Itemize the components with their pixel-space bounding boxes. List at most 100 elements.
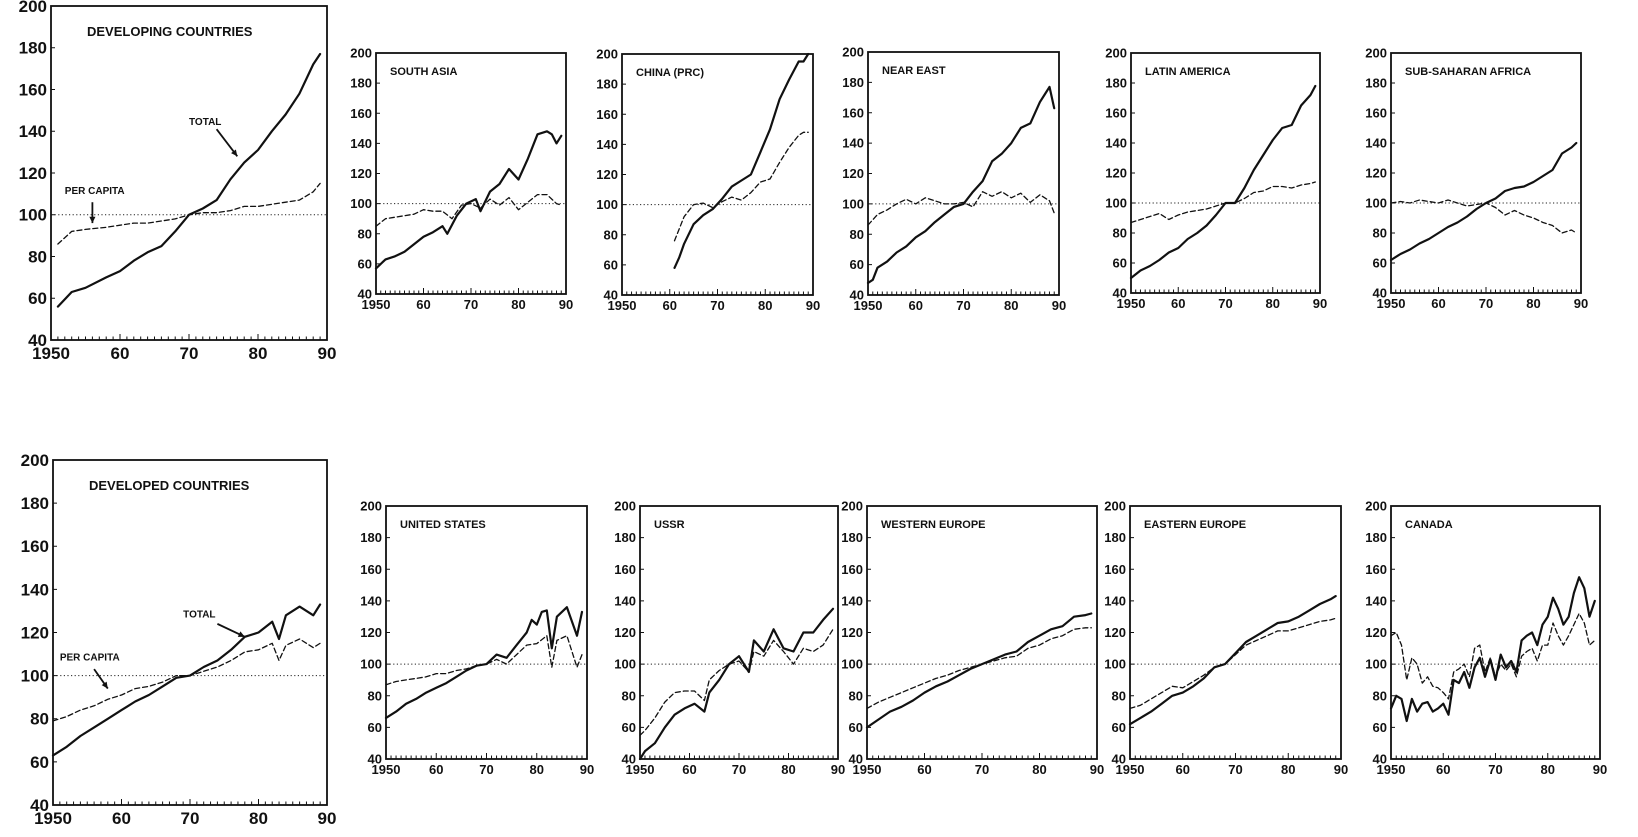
x-tick-label: 60 bbox=[909, 298, 923, 313]
y-tick-label: 180 bbox=[19, 39, 47, 58]
x-tick-label: 80 bbox=[530, 762, 544, 777]
y-tick-label: 140 bbox=[841, 593, 863, 608]
y-tick-label: 80 bbox=[1373, 688, 1387, 703]
x-tick-label: 80 bbox=[1281, 762, 1295, 777]
x-tick-label: 90 bbox=[806, 298, 820, 313]
series-per-capita-line bbox=[385, 635, 583, 686]
panel-title: NEAR EAST bbox=[882, 65, 946, 77]
y-tick-label: 200 bbox=[21, 451, 49, 470]
series-total-line bbox=[374, 130, 563, 270]
annotation-per-capita: PER CAPITA bbox=[60, 653, 120, 664]
panel-10: 40 60 80 100 120 140 160 180 200 1950 60 70 80 90 WEST… bbox=[841, 499, 1104, 777]
series-total-line bbox=[56, 52, 322, 308]
series-total-line bbox=[384, 606, 584, 720]
series-per-capita-line bbox=[866, 627, 1092, 710]
y-tick-label: 100 bbox=[21, 667, 49, 686]
y-tick-label: 200 bbox=[614, 499, 636, 514]
y-tick-label: 40 bbox=[368, 752, 382, 767]
panel-title: SOUTH ASIA bbox=[390, 66, 457, 78]
y-tick-label: 140 bbox=[596, 137, 618, 152]
plot-frame bbox=[375, 52, 567, 295]
y-tick-label: 160 bbox=[614, 562, 636, 577]
x-tick-label: 80 bbox=[249, 809, 268, 828]
x-tick-label: 90 bbox=[831, 762, 845, 777]
panel-6: 40 60 80 100 120 140 160 180 200 1950 60 70 80 90 SUB-… bbox=[1365, 46, 1588, 311]
y-tick-label: 140 bbox=[1365, 136, 1387, 151]
series-total-line bbox=[51, 603, 322, 757]
y-tick-label: 100 bbox=[842, 196, 864, 211]
arrowhead bbox=[231, 149, 238, 157]
arrowhead bbox=[89, 216, 96, 224]
y-tick-label: 100 bbox=[841, 657, 863, 672]
y-tick-label: 60 bbox=[850, 257, 864, 272]
plot-frame bbox=[867, 51, 1060, 296]
y-tick-label: 100 bbox=[614, 657, 636, 672]
x-tick-label: 1950 bbox=[1377, 762, 1406, 777]
y-tick-label: 180 bbox=[1365, 76, 1387, 91]
y-tick-label: 100 bbox=[350, 196, 372, 211]
x-tick-label: 70 bbox=[1228, 762, 1242, 777]
y-tick-label: 140 bbox=[19, 122, 47, 141]
y-tick-label: 180 bbox=[842, 75, 864, 90]
series-per-capita-line bbox=[57, 182, 321, 245]
y-tick-label: 160 bbox=[842, 105, 864, 120]
y-tick-label: 180 bbox=[350, 76, 372, 91]
x-tick-label: 1950 bbox=[854, 298, 883, 313]
x-tick-label: 70 bbox=[1479, 296, 1493, 311]
series-per-capita-line bbox=[673, 131, 809, 242]
x-tick-label: 90 bbox=[318, 809, 337, 828]
series-total-line bbox=[865, 612, 1093, 729]
y-tick-label: 100 bbox=[1365, 657, 1387, 672]
x-tick-label: 90 bbox=[1334, 762, 1348, 777]
y-tick-label: 120 bbox=[841, 625, 863, 640]
y-tick-label: 180 bbox=[21, 494, 49, 513]
y-tick-label: 160 bbox=[350, 106, 372, 121]
y-tick-label: 200 bbox=[360, 499, 382, 514]
y-tick-label: 60 bbox=[30, 753, 49, 772]
y-tick-label: 60 bbox=[1113, 256, 1127, 271]
x-tick-label: 70 bbox=[956, 298, 970, 313]
panel-title: SUB-SAHARAN AFRICA bbox=[1405, 66, 1531, 78]
y-tick-label: 40 bbox=[30, 796, 49, 815]
panel-4: 40 60 80 100 120 140 160 180 200 1950 60 70 80 90 NEAR… bbox=[842, 45, 1066, 313]
y-tick-label: 60 bbox=[1112, 720, 1126, 735]
x-tick-label: 80 bbox=[511, 297, 525, 312]
y-tick-label: 160 bbox=[19, 80, 47, 99]
x-tick-label: 90 bbox=[1313, 296, 1327, 311]
y-tick-label: 120 bbox=[596, 167, 618, 182]
y-tick-label: 120 bbox=[614, 625, 636, 640]
x-tick-label: 70 bbox=[180, 344, 199, 363]
x-tick-label: 1950 bbox=[372, 762, 401, 777]
x-tick-label: 90 bbox=[559, 297, 573, 312]
x-tick-label: 60 bbox=[1171, 296, 1185, 311]
series-total-line bbox=[1389, 141, 1578, 262]
x-tick-label: 1950 bbox=[1116, 762, 1145, 777]
panel-5: 40 60 80 100 120 140 160 180 200 1950 60 70 80 90 LATI… bbox=[1105, 46, 1327, 311]
series-per-capita-line bbox=[867, 191, 1055, 226]
series-per-capita-line bbox=[1130, 181, 1316, 224]
x-tick-label: 70 bbox=[732, 762, 746, 777]
x-tick-label: 70 bbox=[464, 297, 478, 312]
y-tick-label: 120 bbox=[842, 166, 864, 181]
y-tick-label: 140 bbox=[614, 593, 636, 608]
y-tick-label: 60 bbox=[849, 720, 863, 735]
y-tick-label: 80 bbox=[1113, 226, 1127, 241]
arrowhead bbox=[101, 681, 108, 689]
panel-2: 40 60 80 100 120 140 160 180 200 1950 60 70 80 90 SOUT… bbox=[350, 46, 573, 312]
y-tick-label: 80 bbox=[850, 227, 864, 242]
panel-title: CHINA (PRC) bbox=[636, 67, 704, 79]
series-per-capita-line bbox=[1390, 199, 1577, 234]
x-tick-label: 1950 bbox=[608, 298, 637, 313]
plot-frame bbox=[866, 505, 1098, 760]
y-tick-label: 100 bbox=[1365, 196, 1387, 211]
series-total-line bbox=[866, 85, 1056, 284]
y-tick-label: 80 bbox=[28, 247, 47, 266]
y-tick-label: 140 bbox=[21, 580, 49, 599]
y-tick-label: 140 bbox=[350, 136, 372, 151]
y-tick-label: 40 bbox=[849, 752, 863, 767]
x-tick-label: 80 bbox=[758, 298, 772, 313]
y-tick-label: 200 bbox=[842, 45, 864, 60]
y-tick-label: 60 bbox=[28, 289, 47, 308]
x-tick-label: 60 bbox=[1176, 762, 1190, 777]
